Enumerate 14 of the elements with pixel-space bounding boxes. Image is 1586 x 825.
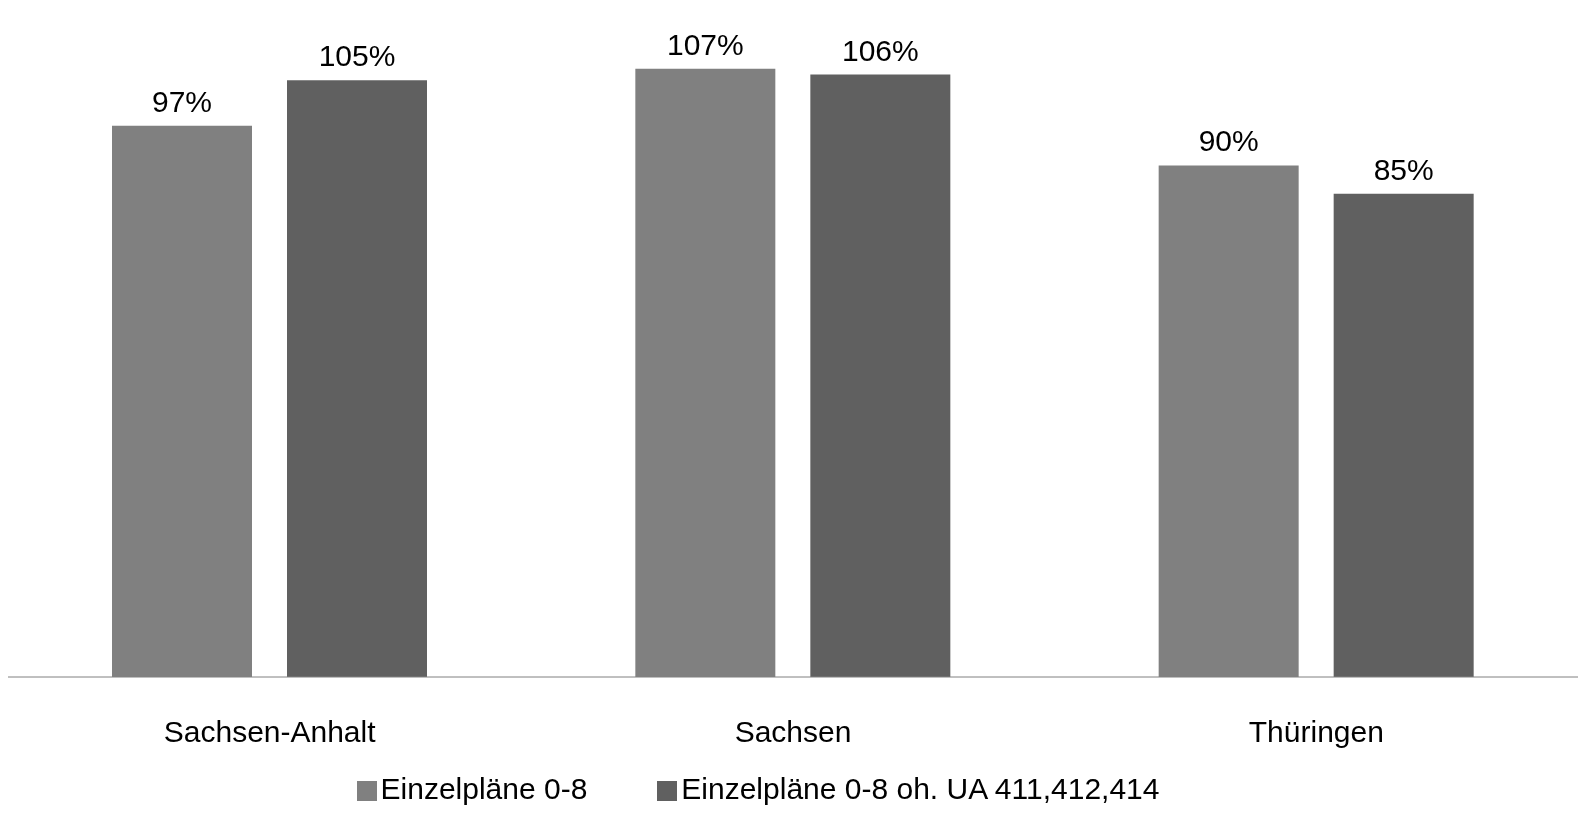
x-tick-label: Sachsen-Anhalt	[163, 715, 377, 749]
bar	[287, 80, 427, 677]
bar	[1333, 193, 1474, 677]
data-label: 97%	[151, 84, 213, 118]
data-label: 85%	[1373, 152, 1434, 186]
data-label: 90%	[1198, 124, 1259, 158]
bar	[810, 74, 951, 677]
legend-label: Einzelpläne 0-8	[380, 772, 588, 805]
legend-label: Einzelpläne 0-8 oh. UA 411,412,414	[681, 772, 1160, 805]
x-tick-label: Sachsen	[734, 715, 852, 749]
data-label: 107%	[666, 27, 744, 61]
data-label: 105%	[318, 39, 396, 73]
x-tick-label: Thüringen	[1248, 715, 1384, 749]
data-label: 106%	[841, 33, 919, 67]
